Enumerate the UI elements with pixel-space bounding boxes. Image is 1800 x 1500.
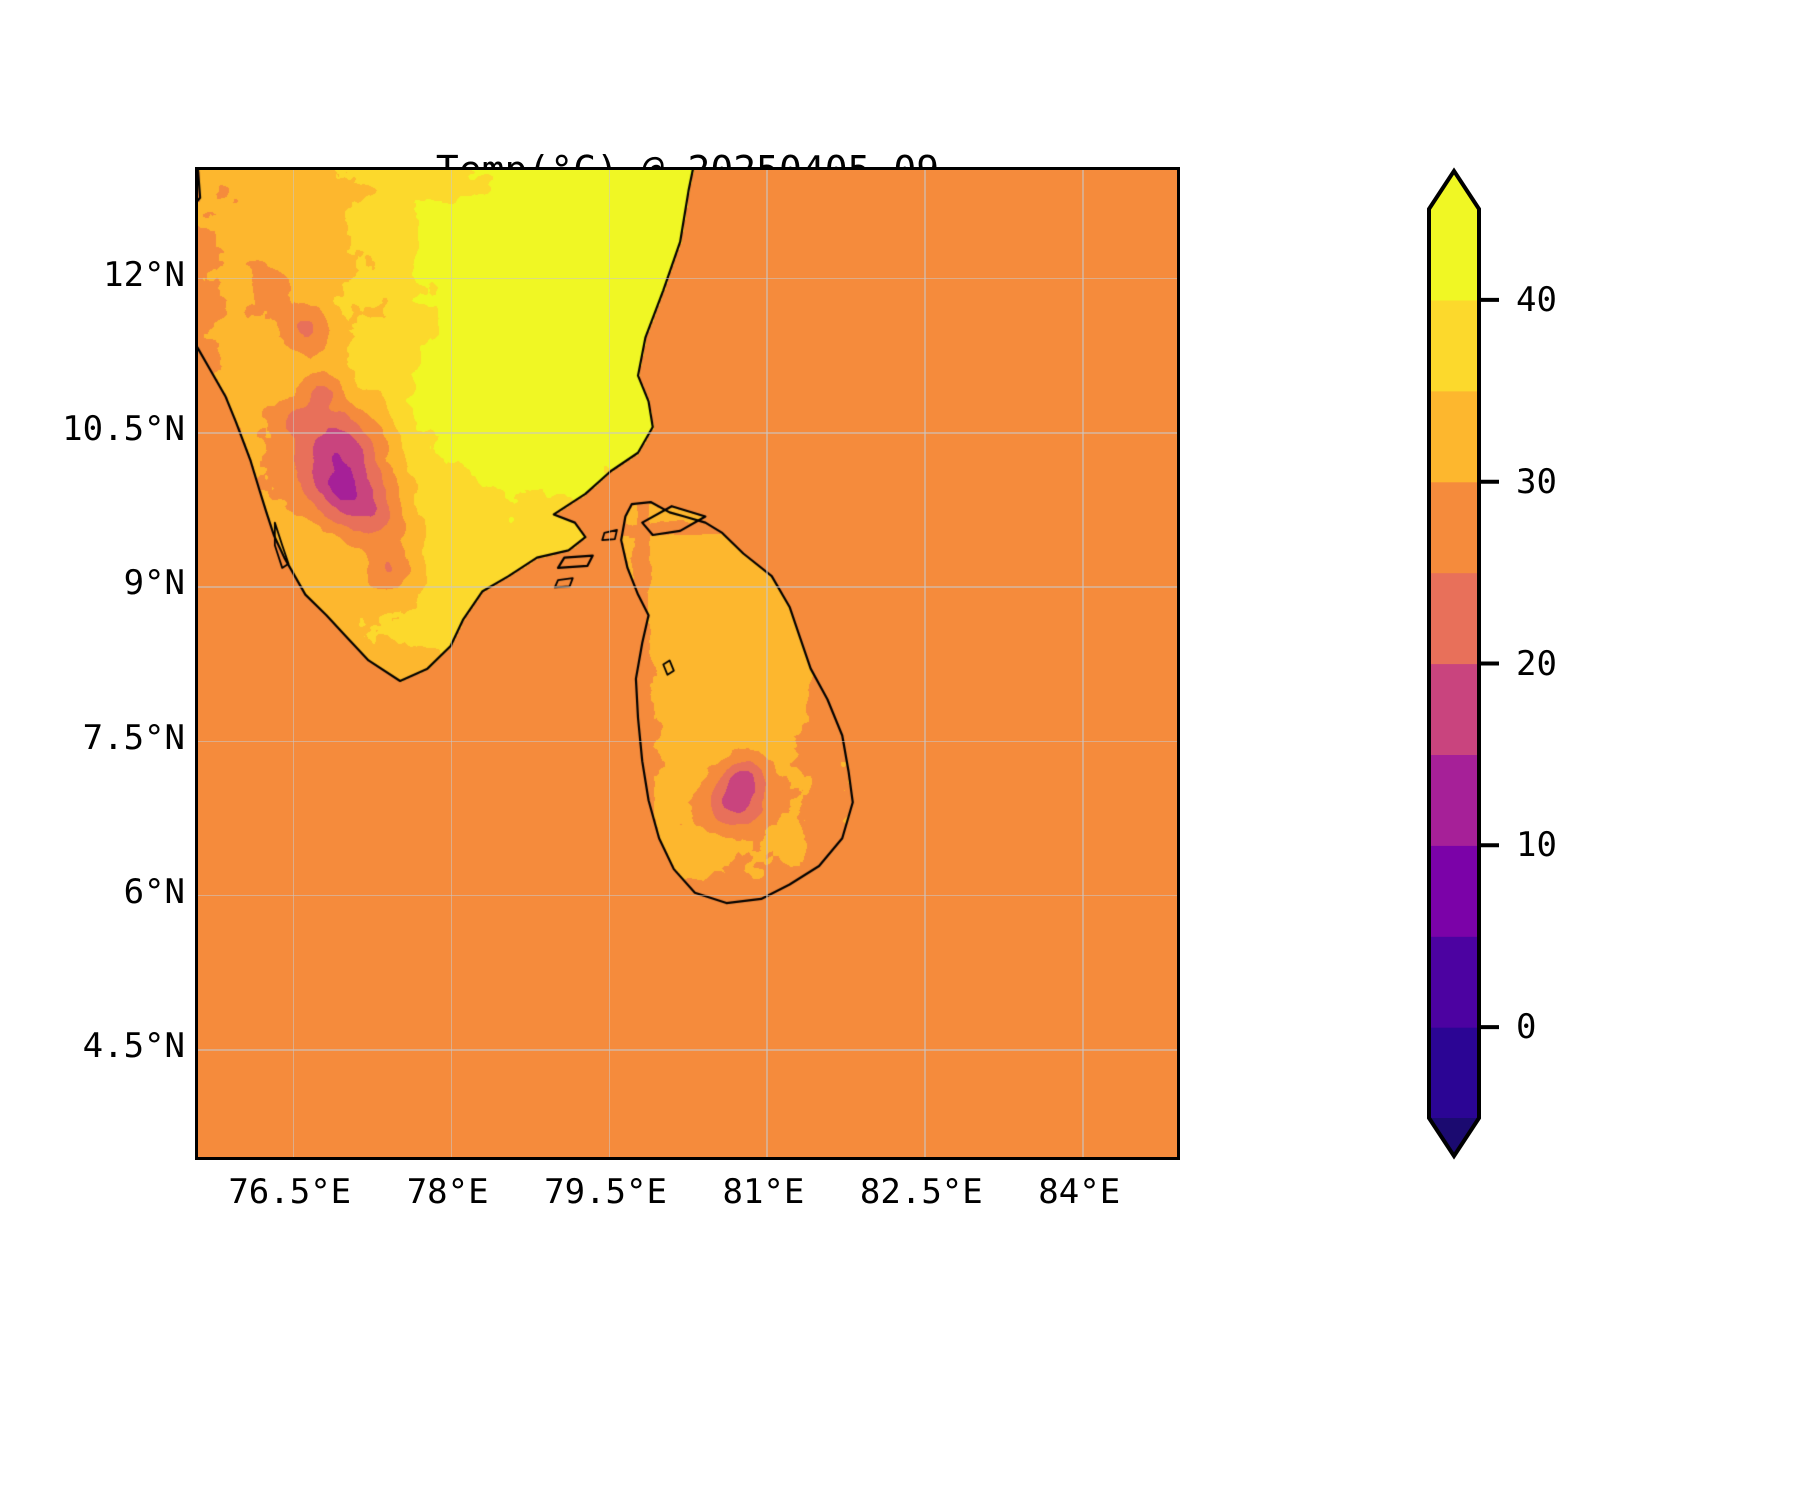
x-tick-label: 76.5°E [228,1172,352,1212]
colorbar-gradient [1427,167,1499,1160]
colorbar-tick-label: 10 [1516,825,1557,866]
y-tick-label: 4.5°N [82,1026,185,1067]
gridline-vertical [608,170,611,1157]
temperature-contour-field [198,170,1177,1157]
x-tick-label: 84°E [1038,1172,1121,1212]
gridline-horizontal [198,1049,1177,1051]
colorbar-tick-label: 20 [1516,643,1557,684]
x-tick-label: 78°E [406,1172,489,1212]
y-tick-label: 12°N [103,254,185,295]
y-tick-label: 10.5°N [62,409,185,450]
map-axes [195,167,1180,1160]
gridline-vertical [924,170,926,1157]
gridline-vertical [292,170,295,1157]
x-tick-label: 79.5°E [544,1172,667,1212]
gridline-horizontal [198,894,1177,897]
colorbar [1427,167,1499,1160]
gridline-horizontal [198,277,1177,280]
x-tick-label: 81°E [722,1172,805,1212]
x-tick-label: 82.5°E [859,1172,983,1212]
colorbar-tick-label: 30 [1516,461,1557,502]
y-tick-label: 7.5°N [82,717,185,758]
gridline-horizontal [198,432,1177,434]
y-tick-label: 9°N [123,563,185,604]
gridline-vertical [450,170,453,1157]
gridline-vertical [766,170,768,1157]
gridline-horizontal [198,586,1177,588]
gridline-vertical [1082,170,1084,1157]
colorbar-tick-label: 0 [1516,1007,1537,1048]
y-tick-label: 6°N [123,871,185,912]
colorbar-tick-label: 40 [1516,279,1557,320]
gridline-horizontal [198,740,1177,743]
